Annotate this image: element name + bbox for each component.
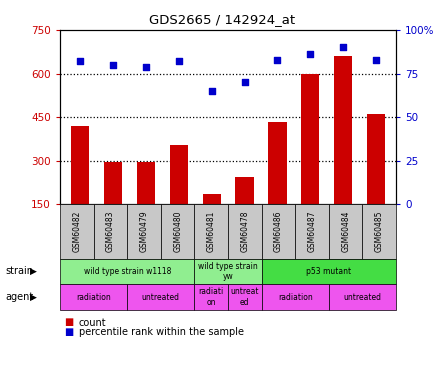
Text: GSM60481: GSM60481 (207, 211, 216, 252)
Text: ■: ■ (65, 327, 74, 337)
Text: GSM60485: GSM60485 (375, 211, 384, 252)
Text: count: count (79, 318, 106, 327)
Text: ▶: ▶ (30, 267, 37, 276)
Point (175, 58, 182, 64)
Text: GSM60478: GSM60478 (240, 211, 249, 252)
Text: GSM60487: GSM60487 (307, 211, 316, 252)
Text: GDS2665 / 142924_at: GDS2665 / 142924_at (150, 13, 295, 26)
Point (274, 57, 281, 63)
Text: agent: agent (5, 292, 33, 302)
Text: radiation: radiation (76, 292, 111, 302)
Text: wild type strain
yw: wild type strain yw (198, 262, 258, 281)
Text: strain: strain (5, 267, 33, 276)
Bar (71, 126, 89, 248)
Bar (170, 145, 188, 248)
Bar (268, 122, 287, 248)
Bar (367, 114, 385, 248)
Text: ■: ■ (65, 318, 74, 327)
Bar (202, 194, 221, 248)
Point (340, 45, 347, 51)
Text: radiati
on: radiati on (198, 287, 224, 307)
Point (241, 80, 248, 86)
Text: GSM60480: GSM60480 (173, 211, 182, 252)
Point (307, 51, 314, 57)
Point (109, 62, 116, 68)
Text: GSM60486: GSM60486 (274, 211, 283, 252)
Bar (334, 56, 352, 248)
Text: ▶: ▶ (30, 292, 37, 302)
Point (208, 88, 215, 94)
Bar (235, 177, 254, 248)
Text: radiation: radiation (278, 292, 313, 302)
Point (373, 57, 380, 63)
Point (142, 64, 149, 70)
Text: GSM60483: GSM60483 (106, 211, 115, 252)
Bar (301, 74, 320, 248)
Text: wild type strain w1118: wild type strain w1118 (84, 267, 171, 276)
Bar (104, 162, 122, 248)
Text: untreated: untreated (142, 292, 180, 302)
Bar (137, 162, 155, 248)
Text: untreated: untreated (344, 292, 381, 302)
Text: GSM60479: GSM60479 (140, 211, 149, 252)
Text: p53 mutant: p53 mutant (306, 267, 352, 276)
Text: percentile rank within the sample: percentile rank within the sample (79, 327, 244, 337)
Text: untreat
ed: untreat ed (231, 287, 259, 307)
Text: GSM60482: GSM60482 (73, 211, 81, 252)
Point (76, 58, 83, 64)
Text: GSM60484: GSM60484 (341, 211, 350, 252)
